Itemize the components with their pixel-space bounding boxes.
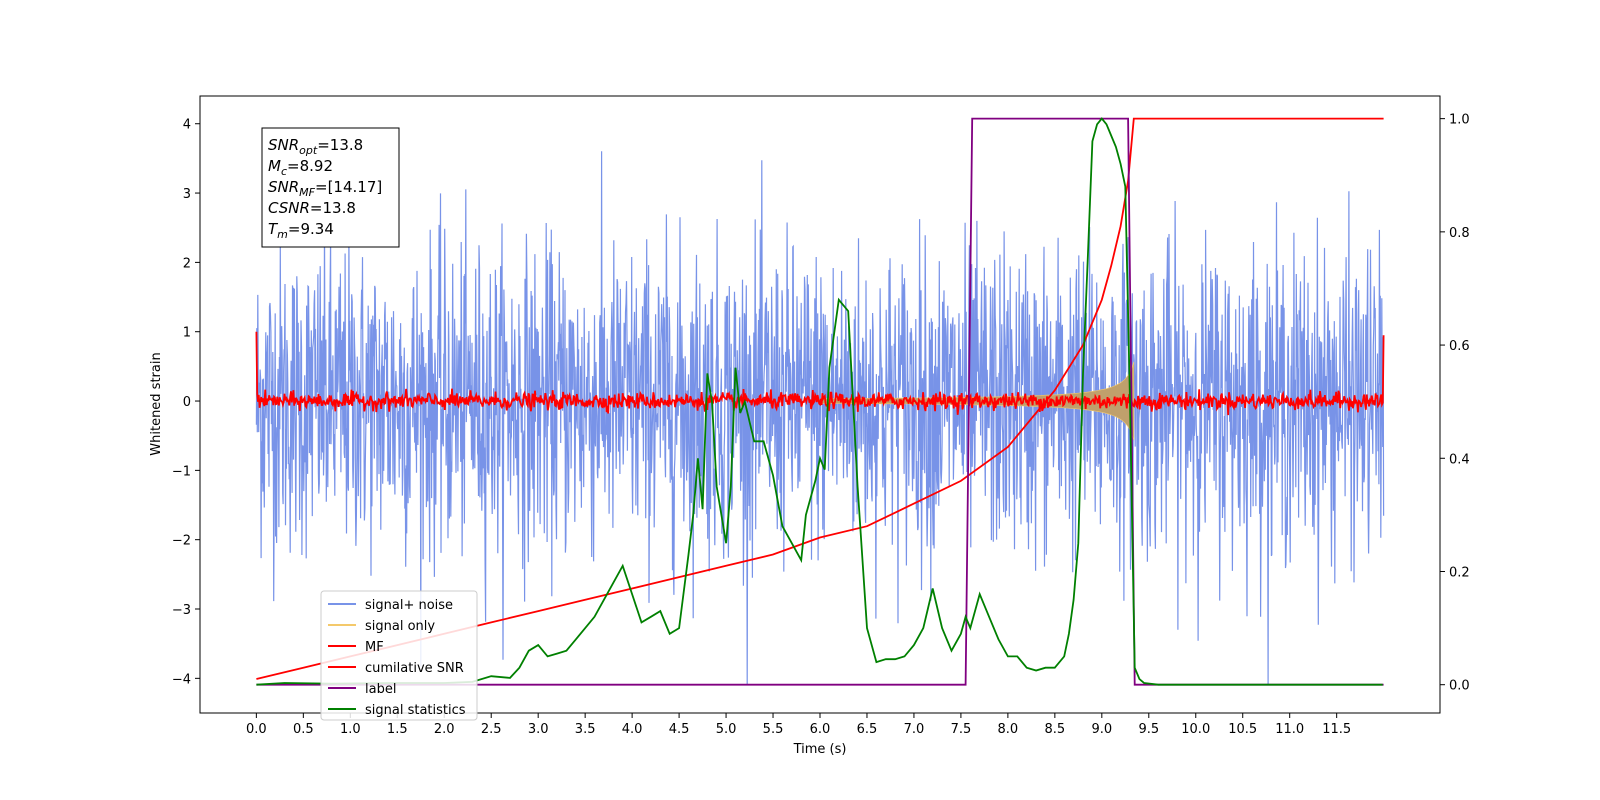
annotation-line: Tm=9.34 <box>268 220 334 241</box>
left-y-axis: 4 3 2 1 0 −1 −2 −3 −4 <box>172 118 200 687</box>
x-tick-label: 4.5 <box>669 722 690 737</box>
annotation-lines: SNRopt=13.8Mc=8.92SNRMF=[14.17]CSNR=13.8… <box>268 136 382 241</box>
annotation-value: =[14.17] <box>315 178 382 196</box>
x-tick-label: 8.0 <box>998 722 1019 737</box>
legend-label: signal statistics <box>365 703 466 718</box>
annotation-line: SNRMF=[14.17] <box>268 178 382 199</box>
x-tick-label: 7.5 <box>951 722 972 737</box>
legend-label: cumilative SNR <box>365 661 464 676</box>
legend-label: signal only <box>365 619 435 634</box>
right-y-tick-label: 0.6 <box>1449 339 1470 354</box>
annotation-line: CSNR=13.8 <box>268 199 356 217</box>
x-tick-label: 3.0 <box>528 722 549 737</box>
x-tick-label: 10.0 <box>1181 722 1210 737</box>
x-tick-label: 1.5 <box>387 722 408 737</box>
y-axis-label: Whitened strain <box>149 352 164 455</box>
series-signal-statistics-line <box>256 117 1383 686</box>
legend-label: signal+ noise <box>365 598 453 613</box>
x-tick-label: 5.0 <box>716 722 737 737</box>
x-tick-label: 9.0 <box>1091 722 1112 737</box>
x-tick-label: 4.0 <box>622 722 643 737</box>
annotation-value: =9.34 <box>288 220 334 238</box>
annotation-subscript: c <box>281 165 287 178</box>
legend-label: label <box>365 682 396 697</box>
legend-items: signal+ noise signal only MF cumilative SNR… <box>328 598 466 718</box>
annotation-value: =8.92 <box>287 157 333 175</box>
x-tick-label: 11.0 <box>1275 722 1304 737</box>
left-y-tick-label: −4 <box>172 672 191 687</box>
left-y-tick-label: 1 <box>183 326 191 341</box>
annotation-box: SNRopt=13.8Mc=8.92SNRMF=[14.17]CSNR=13.8… <box>261 127 400 248</box>
annotation-frame <box>261 127 400 248</box>
x-tick-label: 10.5 <box>1228 722 1257 737</box>
x-tick-label: 8.5 <box>1045 722 1066 737</box>
right-y-tick-label: 0.2 <box>1449 565 1470 580</box>
legend-label: MF <box>365 640 384 655</box>
x-tick-label: 3.5 <box>575 722 596 737</box>
x-tick-label: 2.0 <box>434 722 455 737</box>
annotation-value: =13.8 <box>317 136 363 154</box>
x-tick-label: 0.5 <box>293 722 314 737</box>
annotation-symbol: T <box>268 220 279 238</box>
left-y-tick-label: 3 <box>183 187 191 202</box>
x-tick-label: 5.5 <box>763 722 784 737</box>
annotation-value: =13.8 <box>310 199 356 217</box>
x-tick-label: 7.0 <box>904 722 925 737</box>
right-y-tick-label: 0.4 <box>1449 452 1470 467</box>
x-tick-label: 0.0 <box>246 722 267 737</box>
annotation-symbol: CSNR <box>268 199 310 217</box>
x-tick-label: 2.5 <box>481 722 502 737</box>
annotation-symbol: M <box>268 157 281 175</box>
x-tick-label: 6.5 <box>857 722 878 737</box>
x-tick-label: 6.0 <box>810 722 831 737</box>
annotation-line: Mc=8.92 <box>268 157 333 178</box>
x-axis: 0.0 0.5 1.0 1.5 2.0 2.5 3.0 3.5 4.0 4.5 5.0 5.5 6.0 6… <box>246 713 1351 737</box>
x-tick-label: 9.5 <box>1138 722 1159 737</box>
legend: signal+ noise signal only MF cumilative SNR… <box>320 590 478 721</box>
annotation-line: SNRopt=13.8 <box>268 136 363 157</box>
left-y-tick-label: 0 <box>183 395 191 410</box>
series-mf-line <box>255 331 1385 416</box>
left-y-tick-label: −2 <box>172 534 191 549</box>
left-y-tick-label: 2 <box>183 256 191 271</box>
annotation-subscript: MF <box>299 186 315 199</box>
right-y-tick-label: 0.0 <box>1449 679 1470 694</box>
legend-frame <box>320 590 478 721</box>
left-y-tick-label: −1 <box>172 464 191 479</box>
x-axis-label: Time (s) <box>793 742 847 757</box>
x-tick-label: 11.5 <box>1322 722 1351 737</box>
left-y-tick-label: −3 <box>172 603 191 618</box>
annotation-subscript: opt <box>299 144 318 157</box>
right-y-axis: 1.0 0.8 0.6 0.4 0.2 0.0 <box>1440 113 1470 694</box>
right-y-tick-label: 1.0 <box>1449 113 1470 128</box>
annotation-symbol: SNR <box>268 178 299 196</box>
x-tick-label: 1.0 <box>340 722 361 737</box>
left-y-tick-label: 4 <box>183 118 191 133</box>
right-y-tick-label: 0.8 <box>1449 226 1470 241</box>
annotation-symbol: SNR <box>268 136 299 154</box>
annotation-subscript: m <box>277 228 288 241</box>
